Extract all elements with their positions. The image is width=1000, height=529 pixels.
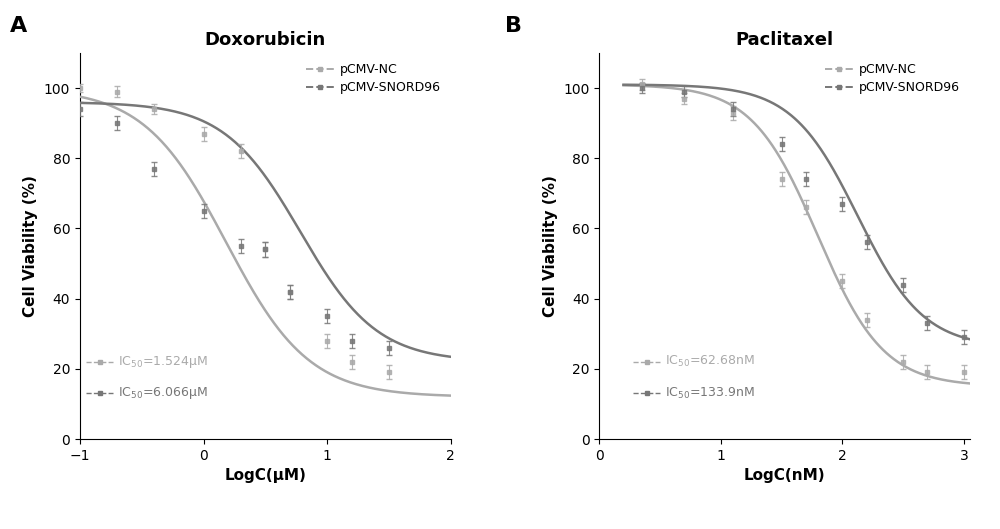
Text: B: B <box>505 16 522 36</box>
Text: IC$_{50}$=133.9nM: IC$_{50}$=133.9nM <box>665 386 755 401</box>
Text: IC$_{50}$=6.066μM: IC$_{50}$=6.066μM <box>118 386 208 402</box>
Legend: pCMV-NC, pCMV-SNORD96: pCMV-NC, pCMV-SNORD96 <box>822 59 964 98</box>
Title: Doxorubicin: Doxorubicin <box>205 31 326 49</box>
X-axis label: LogC(μM): LogC(μM) <box>224 468 306 484</box>
Text: A: A <box>10 16 27 36</box>
X-axis label: LogC(nM): LogC(nM) <box>744 468 825 484</box>
Text: IC$_{50}$=62.68nM: IC$_{50}$=62.68nM <box>665 354 755 369</box>
Y-axis label: Cell Viability (%): Cell Viability (%) <box>23 175 38 317</box>
Legend: pCMV-NC, pCMV-SNORD96: pCMV-NC, pCMV-SNORD96 <box>302 59 445 98</box>
Title: Paclitaxel: Paclitaxel <box>736 31 834 49</box>
Text: IC$_{50}$=1.524μM: IC$_{50}$=1.524μM <box>118 354 208 370</box>
Y-axis label: Cell Viability (%): Cell Viability (%) <box>543 175 558 317</box>
